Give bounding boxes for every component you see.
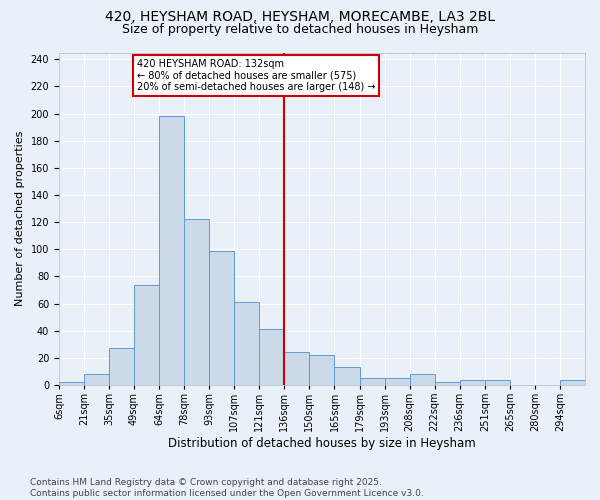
Bar <box>234 302 259 385</box>
Bar <box>434 382 460 385</box>
Bar <box>310 355 334 385</box>
Bar <box>385 378 410 385</box>
Bar <box>485 380 510 385</box>
Text: 420 HEYSHAM ROAD: 132sqm
← 80% of detached houses are smaller (575)
20% of semi-: 420 HEYSHAM ROAD: 132sqm ← 80% of detach… <box>137 60 375 92</box>
Bar <box>159 116 184 385</box>
Text: Size of property relative to detached houses in Heysham: Size of property relative to detached ho… <box>122 22 478 36</box>
Text: Contains HM Land Registry data © Crown copyright and database right 2025.
Contai: Contains HM Land Registry data © Crown c… <box>30 478 424 498</box>
Text: 420, HEYSHAM ROAD, HEYSHAM, MORECAMBE, LA3 2BL: 420, HEYSHAM ROAD, HEYSHAM, MORECAMBE, L… <box>105 10 495 24</box>
Bar <box>209 250 234 385</box>
Bar <box>259 330 284 385</box>
Bar <box>410 374 434 385</box>
Bar <box>109 348 134 385</box>
Bar <box>134 284 159 385</box>
Bar <box>334 368 359 385</box>
Y-axis label: Number of detached properties: Number of detached properties <box>15 131 25 306</box>
Bar <box>184 220 209 385</box>
Bar <box>359 378 385 385</box>
X-axis label: Distribution of detached houses by size in Heysham: Distribution of detached houses by size … <box>168 437 476 450</box>
Bar <box>560 380 585 385</box>
Bar <box>84 374 109 385</box>
Bar <box>460 380 485 385</box>
Bar <box>284 352 310 385</box>
Bar <box>59 382 84 385</box>
